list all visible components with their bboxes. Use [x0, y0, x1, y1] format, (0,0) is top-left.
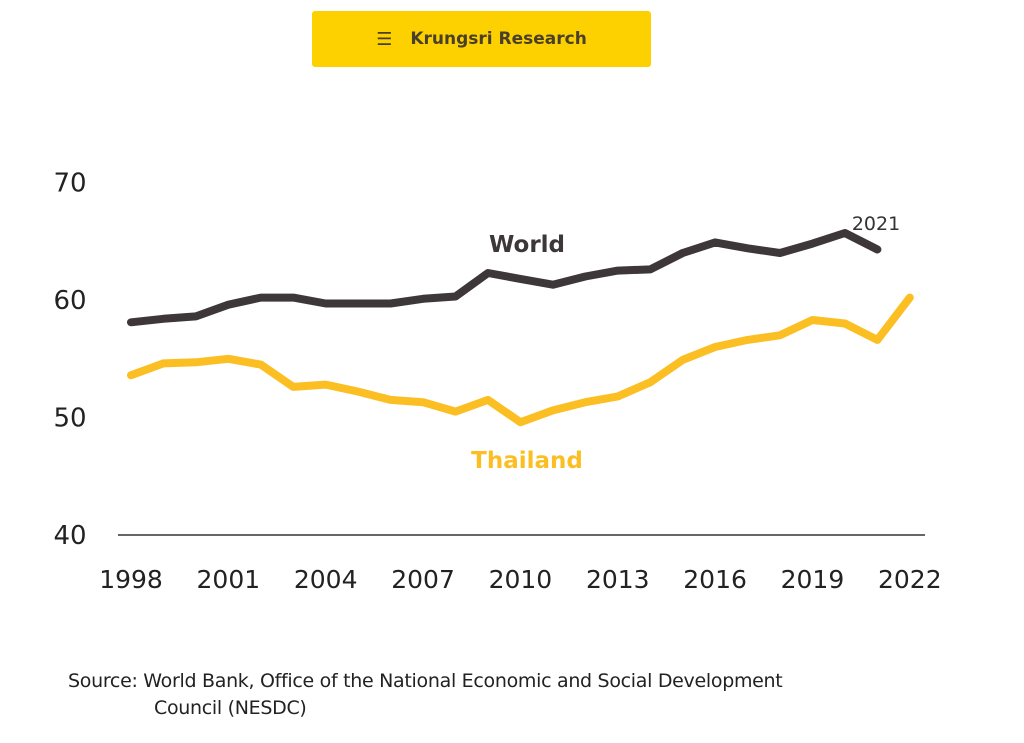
- krungsri-research-banner[interactable]: ☰ Krungsri Research: [312, 11, 651, 67]
- x-tick-label: 2004: [294, 565, 358, 594]
- legend-world: World: [489, 232, 565, 258]
- x-tick-label: 2007: [391, 565, 455, 594]
- y-tick-label: 60: [53, 286, 86, 316]
- x-tick-label: 1998: [99, 565, 163, 594]
- source-line-2: Council (NESDC): [154, 697, 307, 719]
- source-note: Source: World Bank, Office of the Nation…: [68, 668, 783, 722]
- y-tick-label: 70: [53, 169, 86, 199]
- x-tick-label: 2013: [586, 565, 650, 594]
- annotation-2021: 2021: [852, 213, 900, 235]
- series-line-thailand: [127, 293, 914, 427]
- source-line-1: Source: World Bank, Office of the Nation…: [68, 670, 783, 692]
- x-tick-label: 2001: [197, 565, 261, 594]
- y-tick-label: 50: [53, 404, 86, 434]
- y-tick-label: 40: [53, 521, 86, 551]
- legend-thailand: Thailand: [471, 448, 583, 474]
- x-tick-label: 2016: [683, 565, 747, 594]
- x-tick-label: 2022: [878, 565, 942, 594]
- banner-title: Krungsri Research: [410, 29, 587, 49]
- x-tick-label: 2010: [489, 565, 553, 594]
- hamburger-icon[interactable]: ☰: [376, 28, 393, 50]
- series-line-world: [127, 229, 882, 327]
- x-tick-label: 2019: [781, 565, 845, 594]
